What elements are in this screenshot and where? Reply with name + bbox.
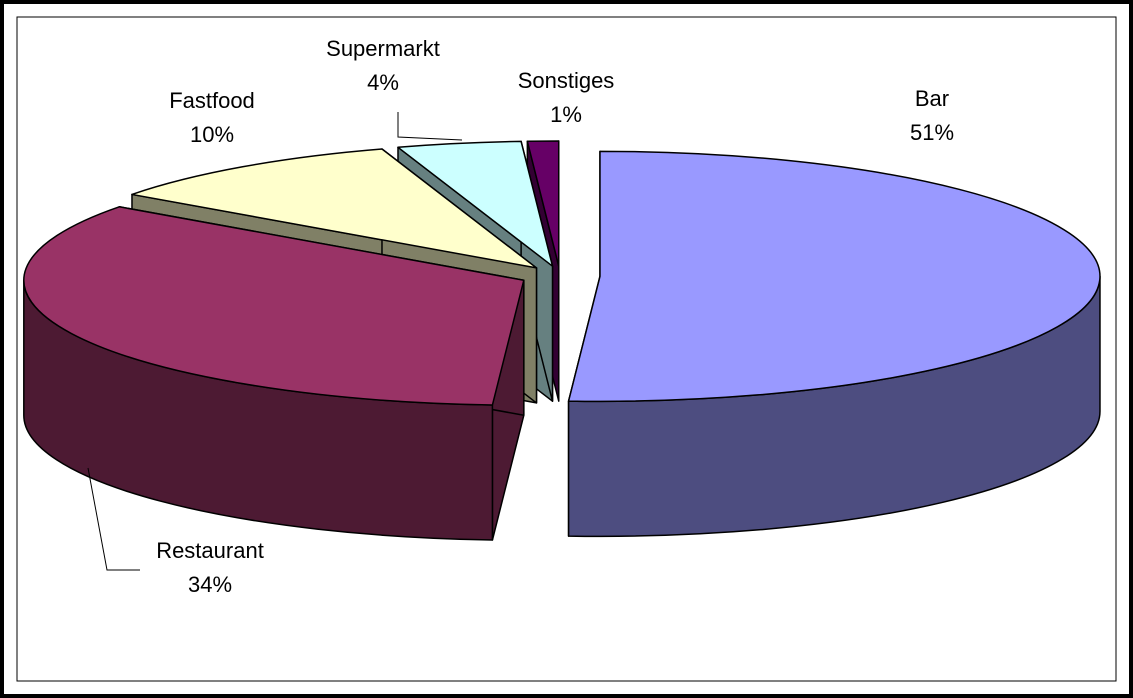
pie bbox=[23, 140, 1101, 541]
slice-label: Sonstiges bbox=[518, 68, 615, 93]
slice-value-label: 1% bbox=[550, 102, 582, 127]
slice-value-label: 4% bbox=[367, 70, 399, 95]
slice-value-label: 10% bbox=[190, 122, 234, 147]
slice-value-label: 51% bbox=[910, 120, 954, 145]
leader-line bbox=[87, 467, 140, 571]
slice bbox=[526, 140, 560, 267]
plot-frame bbox=[16, 16, 1117, 682]
slice-label: Supermarkt bbox=[326, 36, 440, 61]
slice bbox=[567, 150, 1101, 403]
slice-value-label: 34% bbox=[188, 572, 232, 597]
slice bbox=[23, 206, 525, 406]
slice-label: Fastfood bbox=[169, 88, 255, 113]
slice-label: Restaurant bbox=[156, 538, 264, 563]
slice-label: Bar bbox=[915, 86, 949, 111]
slice bbox=[131, 148, 538, 269]
leader-line bbox=[397, 112, 463, 141]
slice bbox=[397, 140, 554, 267]
